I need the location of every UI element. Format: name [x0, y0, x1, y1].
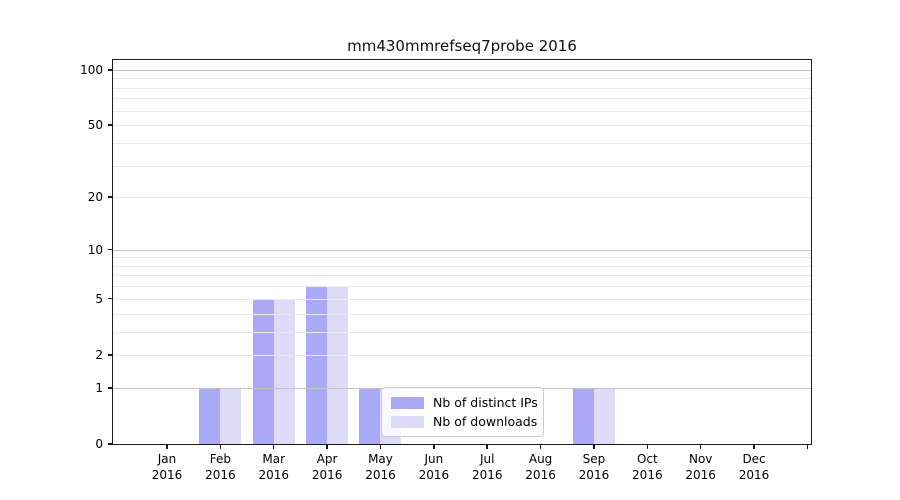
legend: Nb of distinct IPs Nb of downloads [381, 387, 544, 437]
y-tick-label: 1 [95, 380, 103, 395]
bar-downloads-mar [273, 298, 295, 444]
bar-downloads-feb [220, 387, 242, 444]
x-tick-label: Nov 2016 [685, 452, 716, 482]
x-tick-label: Jan 2016 [151, 452, 183, 482]
y-tick [107, 124, 112, 126]
gridline-minor [113, 331, 811, 333]
legend-label: Nb of downloads [433, 414, 538, 429]
bar-distinct-ips-sep [572, 387, 594, 444]
gridline-minor [113, 354, 811, 356]
x-tick-label: Apr 2016 [311, 452, 343, 482]
gridline-minor [113, 265, 811, 267]
bar-distinct-ips-mar [252, 298, 274, 444]
bar-distinct-ips-apr [306, 286, 328, 444]
y-tick [107, 248, 112, 251]
bar-distinct-ips-feb [199, 387, 221, 444]
x-tick-label: Oct 2016 [632, 452, 663, 482]
x-tick-label: Feb 2016 [205, 452, 236, 482]
x-tick [379, 444, 382, 449]
gridline-minor [113, 87, 811, 89]
legend-item-distinct-ips: Nb of distinct IPs [391, 396, 538, 409]
legend-swatch-downloads [391, 415, 424, 428]
gridline-minor [113, 298, 811, 300]
x-tick [753, 444, 755, 449]
x-tick-label: Jul 2016 [471, 452, 503, 482]
y-tick [107, 196, 112, 198]
x-tick-label: Sep 2016 [578, 452, 610, 482]
bar-distinct-ips-may [359, 387, 381, 444]
gridline-minor [113, 286, 811, 288]
x-tick [593, 444, 595, 449]
gridline-minor [113, 110, 811, 112]
y-tick-label: 20 [87, 190, 103, 205]
gridline-minor [113, 197, 811, 199]
bar-downloads-sep [593, 387, 615, 444]
y-tick-label: 5 [95, 291, 103, 306]
legend-item-downloads: Nb of downloads [391, 414, 538, 429]
x-tick-label: Mar 2016 [258, 452, 289, 482]
y-tick [107, 387, 112, 389]
legend-swatch-distinct-ips [391, 396, 424, 409]
y-tick [107, 443, 112, 445]
x-tick-label: Jun 2016 [418, 452, 450, 482]
y-tick-label: 0 [95, 437, 103, 451]
x-tick [433, 444, 435, 449]
gridline-minor [113, 125, 811, 127]
y-tick [107, 354, 112, 356]
gridline-minor [113, 98, 811, 100]
x-tick [699, 444, 702, 449]
y-tick-label: 50 [87, 118, 103, 133]
x-tick [219, 444, 222, 449]
y-tick-label: 2 [95, 347, 103, 362]
gridline-major [113, 69, 811, 71]
x-tick [539, 444, 542, 449]
x-tick-label: Aug 2016 [525, 452, 556, 482]
x-tick [806, 444, 809, 449]
y-tick [107, 297, 112, 300]
gridline-minor [113, 313, 811, 315]
gridline-minor [113, 78, 811, 80]
x-tick [486, 444, 488, 449]
bar-downloads-apr [327, 286, 349, 444]
gridline-minor [113, 275, 811, 277]
x-tick [272, 444, 275, 449]
y-tick [107, 69, 112, 71]
x-tick [326, 444, 328, 449]
gridline-minor [113, 257, 811, 259]
x-tick [166, 444, 168, 449]
legend-label: Nb of distinct IPs [433, 395, 538, 410]
gridline-minor [113, 142, 811, 144]
chart-title: mm430mmrefseq7probe 2016 [347, 37, 577, 55]
x-tick-label: Dec 2016 [738, 452, 770, 482]
y-tick-label: 100 [80, 62, 103, 77]
y-tick-label: 10 [87, 242, 103, 257]
x-tick [646, 444, 649, 449]
gridline-minor [113, 165, 811, 167]
x-tick-label: May 2016 [365, 452, 396, 482]
gridline-major [113, 249, 811, 251]
